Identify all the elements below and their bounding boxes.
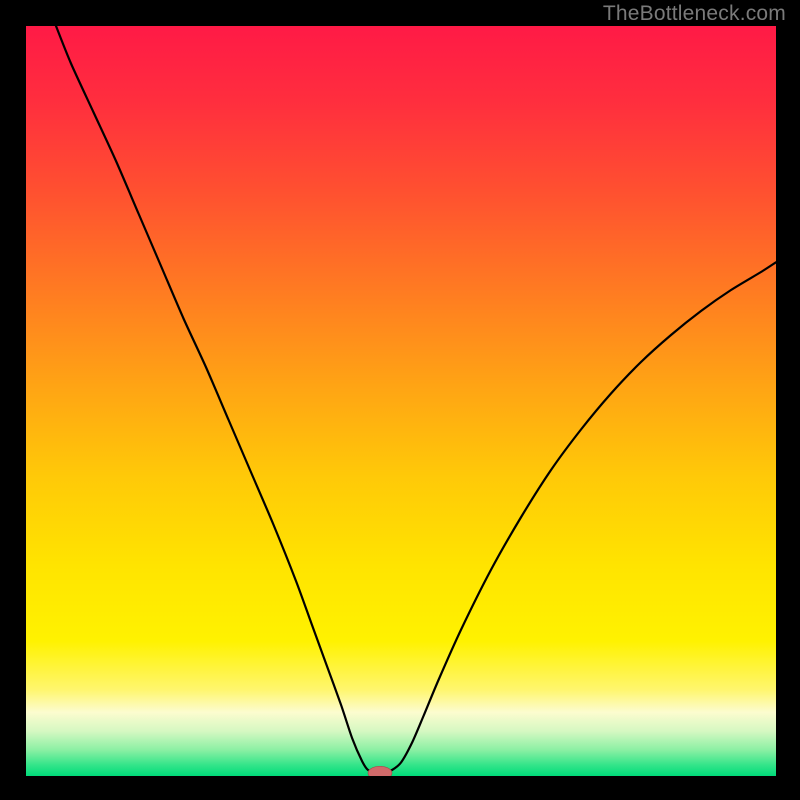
gradient-background [26, 26, 776, 776]
watermark-text: TheBottleneck.com [603, 2, 786, 26]
chart-plot [26, 26, 776, 776]
chart-frame: TheBottleneck.com [0, 0, 800, 800]
bottom-border-strip [0, 778, 800, 800]
